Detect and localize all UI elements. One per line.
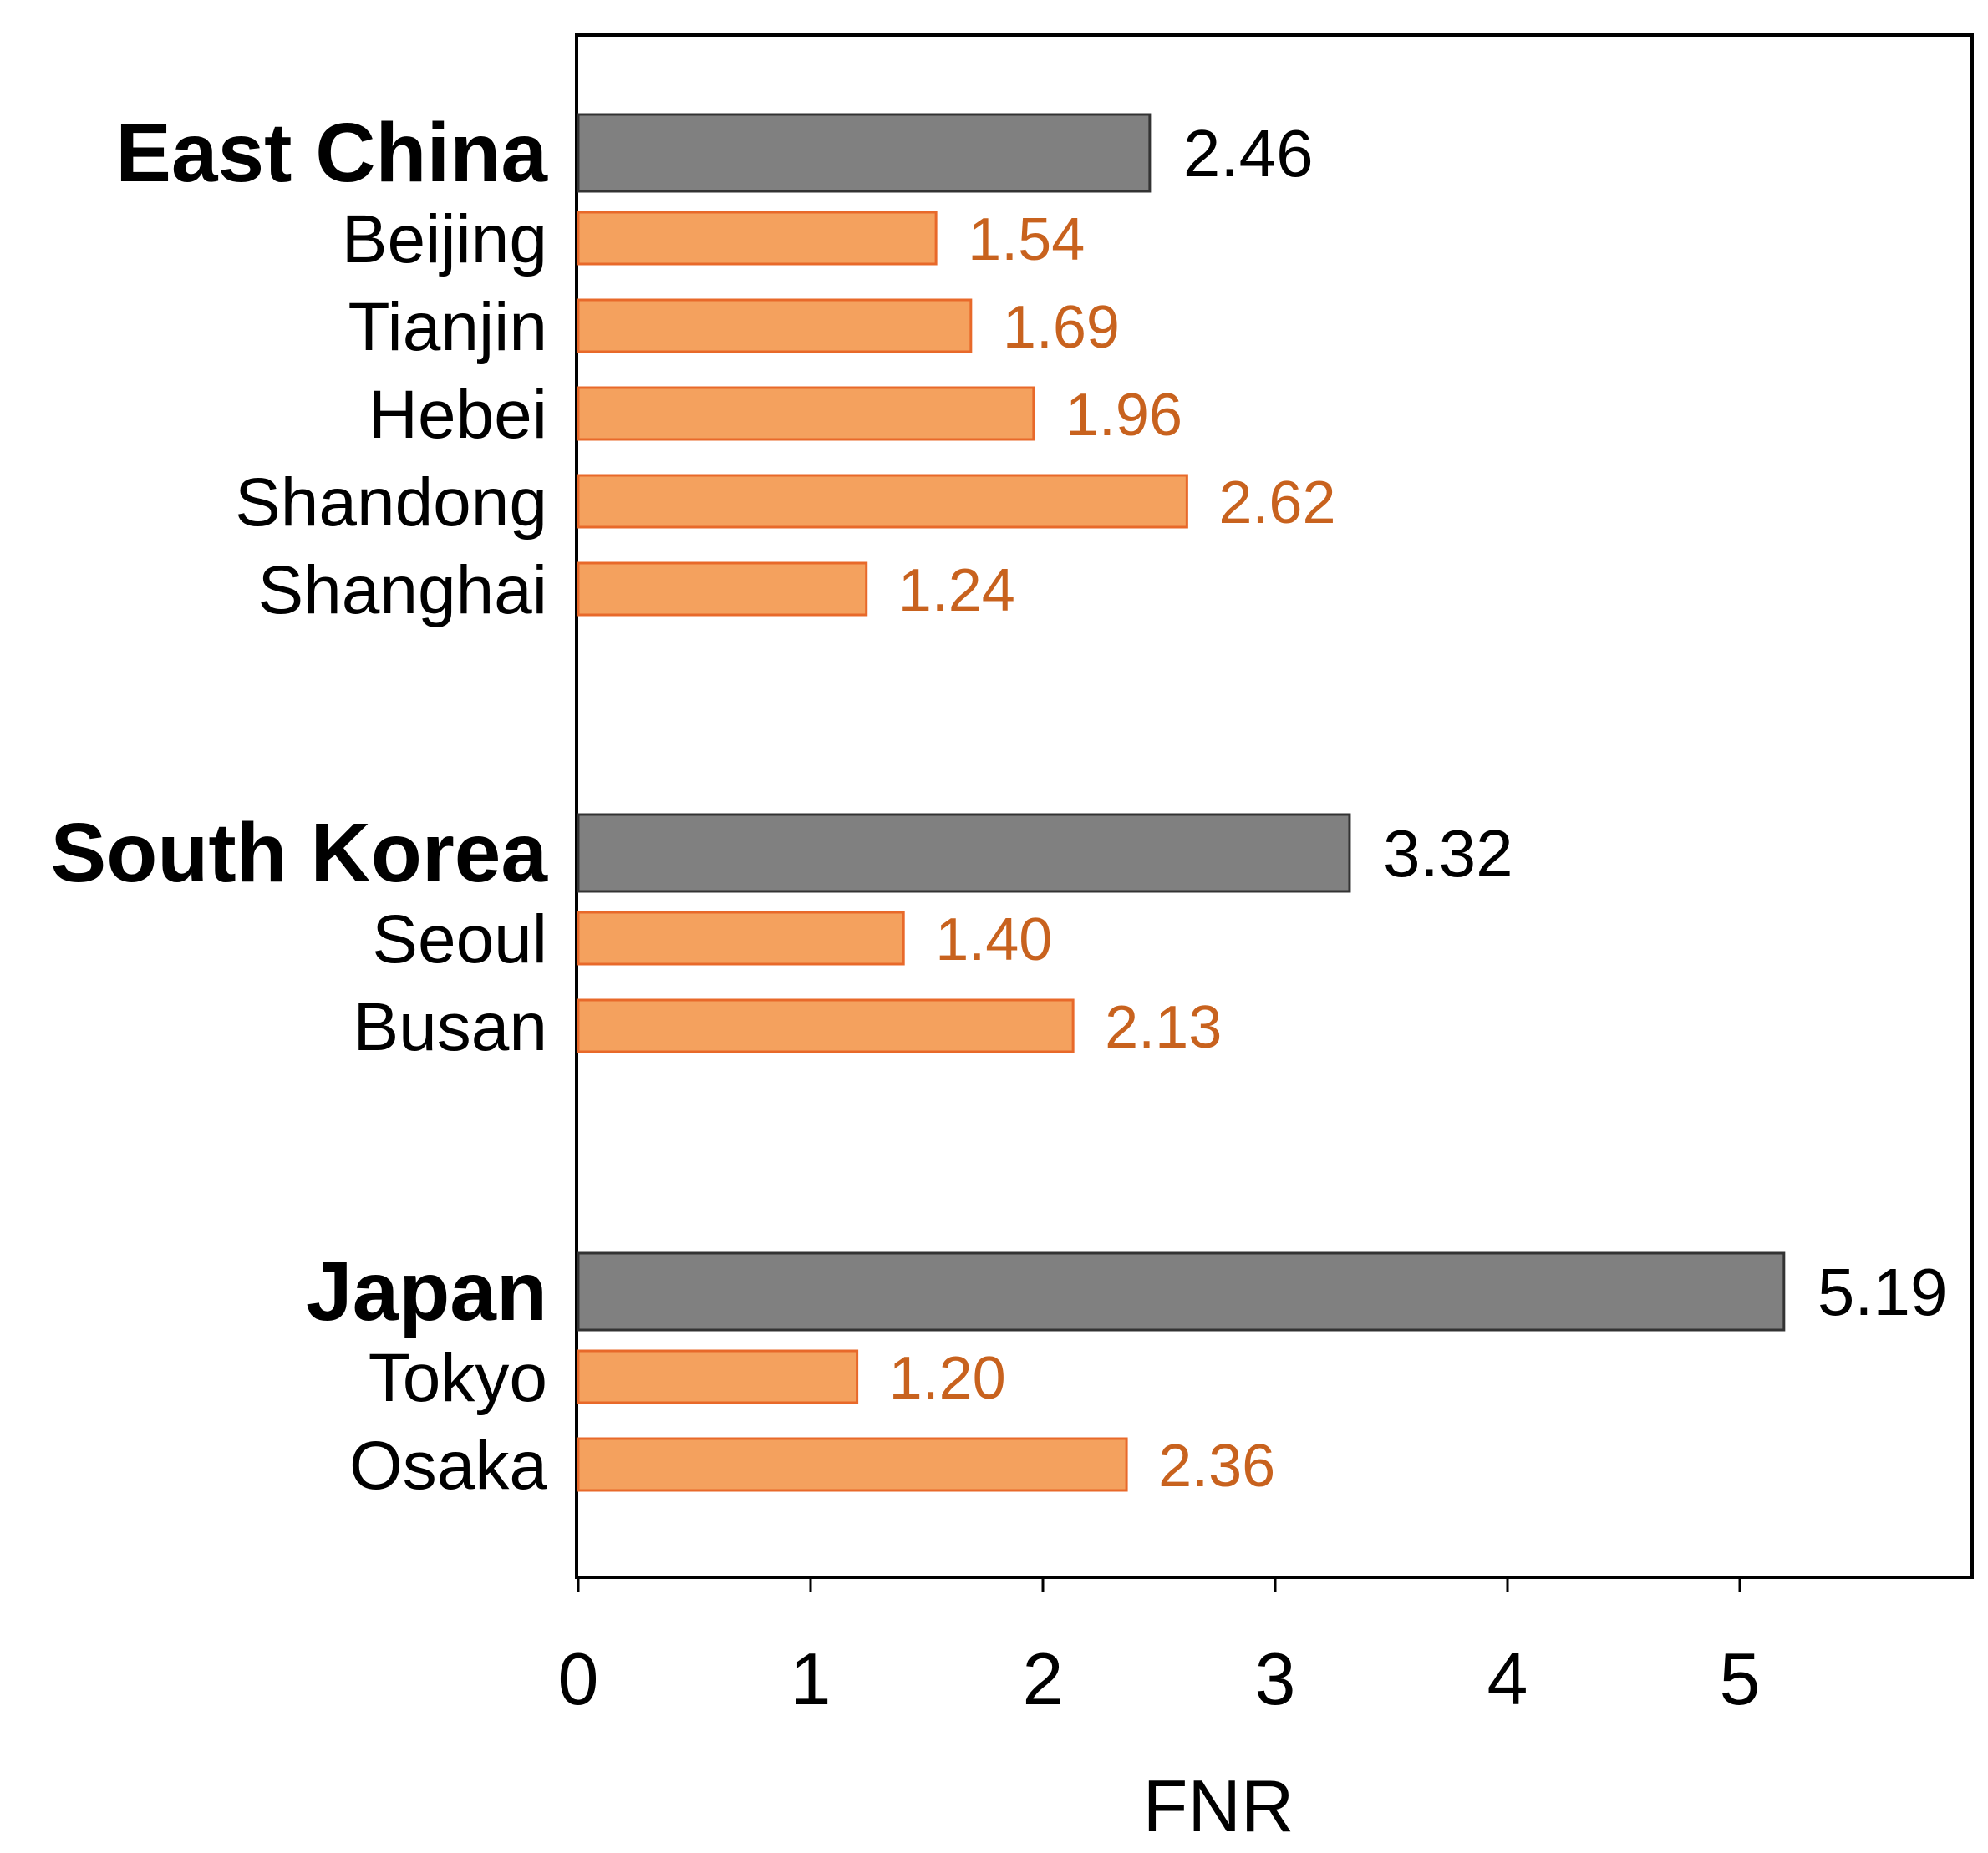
value-label-shanghai: 1.24 [898,557,1015,624]
region-label-east-china: East China [115,106,548,200]
bars-layer: East China 2.46 Beijing 1.54 Tianjin 1.69 Hebe… [51,106,1948,1504]
city-bar-shandong [577,474,1188,529]
x-tick-label-2: 2 [1023,1637,1064,1720]
city-bar-osaka [577,1437,1128,1492]
x-axis-title: FNR [1143,1764,1294,1847]
city-bar-seoul [577,911,905,966]
value-label-south-korea: 3.32 [1383,816,1513,891]
x-tick-label-4: 4 [1487,1637,1528,1720]
city-label-hebei: Hebei [369,377,547,453]
x-tick-label-0: 0 [558,1637,599,1720]
value-label-shandong: 2.62 [1218,470,1335,536]
x-tick-label-3: 3 [1255,1637,1296,1720]
value-label-seoul: 1.40 [935,906,1052,973]
value-label-east-china: 2.46 [1183,116,1314,190]
region-bar-south-korea [577,813,1351,893]
x-tick-label-5: 5 [1720,1637,1761,1720]
value-label-tokyo: 1.20 [889,1345,1006,1412]
x-axis: 0 1 2 3 4 5 [558,1577,1761,1720]
x-tick-label-1: 1 [791,1637,831,1720]
value-label-osaka: 2.36 [1158,1433,1275,1500]
city-label-shanghai: Shanghai [257,552,547,628]
city-label-busan: Busan [353,989,547,1065]
value-label-busan: 2.13 [1105,994,1222,1061]
city-label-tokyo: Tokyo [369,1340,547,1416]
value-label-japan: 5.19 [1818,1255,1948,1329]
city-bar-beijing [577,211,938,266]
region-label-south-korea: South Korea [51,806,549,900]
region-bar-japan [577,1251,1786,1332]
city-bar-busan [577,998,1075,1053]
value-label-tianjin: 1.69 [1003,294,1120,361]
region-bar-east-china [577,113,1152,193]
city-bar-hebei [577,386,1035,441]
city-label-osaka: Osaka [349,1428,547,1504]
region-label-japan: Japan [306,1245,547,1338]
city-label-seoul: Seoul [372,901,547,977]
city-bar-tianjin [577,298,973,353]
city-bar-tokyo [577,1349,859,1404]
plot-frame [575,33,1974,1579]
city-label-tianjin: Tianjin [348,289,547,365]
value-label-hebei: 1.96 [1065,382,1182,449]
city-label-beijing: Beijing [342,201,547,277]
value-label-beijing: 1.54 [968,206,1085,273]
city-bar-shanghai [577,561,868,617]
city-label-shandong: Shandong [235,465,547,541]
